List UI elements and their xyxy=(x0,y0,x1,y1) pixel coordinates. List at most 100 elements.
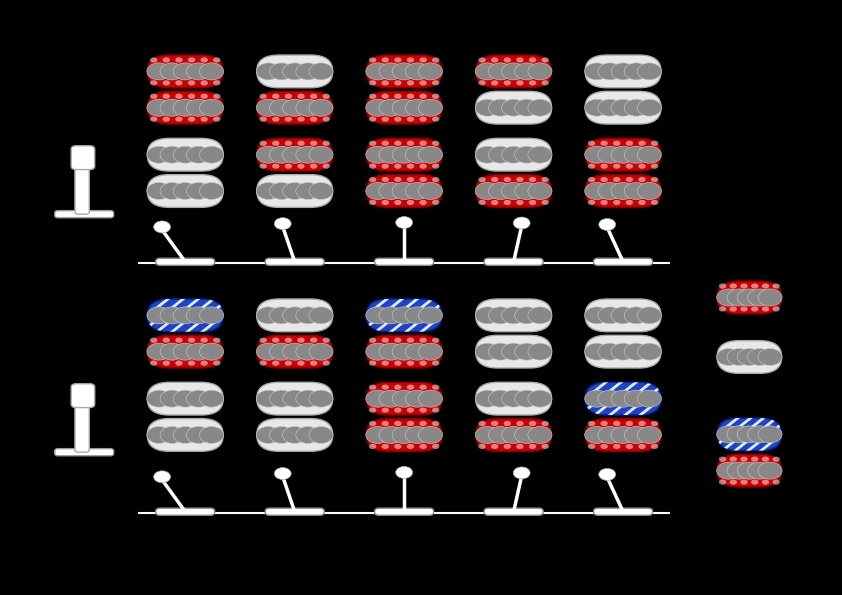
Circle shape xyxy=(285,349,292,354)
Circle shape xyxy=(613,164,621,169)
Circle shape xyxy=(504,433,511,437)
Circle shape xyxy=(598,343,622,360)
Circle shape xyxy=(269,183,294,199)
Circle shape xyxy=(626,433,633,437)
Circle shape xyxy=(613,189,621,193)
Circle shape xyxy=(432,164,440,169)
FancyBboxPatch shape xyxy=(484,508,543,515)
Circle shape xyxy=(381,152,389,157)
Circle shape xyxy=(611,343,635,360)
Circle shape xyxy=(432,152,440,157)
Circle shape xyxy=(160,390,184,407)
FancyBboxPatch shape xyxy=(366,175,442,208)
Circle shape xyxy=(365,343,390,360)
Circle shape xyxy=(624,307,648,324)
Circle shape xyxy=(638,189,646,193)
Circle shape xyxy=(310,140,317,146)
Circle shape xyxy=(365,427,390,443)
Circle shape xyxy=(150,80,157,86)
Circle shape xyxy=(762,295,770,300)
Circle shape xyxy=(541,189,549,193)
Circle shape xyxy=(638,177,646,182)
Circle shape xyxy=(738,462,761,479)
Circle shape xyxy=(419,57,427,62)
Circle shape xyxy=(491,189,498,193)
Circle shape xyxy=(598,63,622,80)
Circle shape xyxy=(528,307,552,324)
Circle shape xyxy=(405,183,429,199)
Circle shape xyxy=(186,343,210,360)
Circle shape xyxy=(200,183,224,199)
Circle shape xyxy=(285,164,292,169)
Circle shape xyxy=(296,427,320,443)
Circle shape xyxy=(153,471,170,483)
Circle shape xyxy=(309,63,333,80)
FancyBboxPatch shape xyxy=(257,299,333,332)
Circle shape xyxy=(188,337,195,343)
Circle shape xyxy=(598,390,622,407)
Circle shape xyxy=(584,99,609,116)
Circle shape xyxy=(541,444,549,449)
Circle shape xyxy=(188,80,195,86)
Circle shape xyxy=(392,307,416,324)
FancyBboxPatch shape xyxy=(717,455,781,487)
Circle shape xyxy=(394,421,402,426)
Circle shape xyxy=(529,200,536,205)
Circle shape xyxy=(717,426,741,443)
Circle shape xyxy=(213,337,221,343)
Circle shape xyxy=(514,183,539,199)
Circle shape xyxy=(200,361,208,366)
Circle shape xyxy=(528,183,552,199)
Circle shape xyxy=(392,427,416,443)
Circle shape xyxy=(475,146,499,163)
Circle shape xyxy=(407,140,414,146)
Circle shape xyxy=(432,117,440,122)
Circle shape xyxy=(598,99,622,116)
Circle shape xyxy=(407,80,414,86)
Circle shape xyxy=(502,427,525,443)
Circle shape xyxy=(637,99,662,116)
Circle shape xyxy=(296,390,320,407)
Circle shape xyxy=(516,69,524,74)
Circle shape xyxy=(588,140,595,146)
Circle shape xyxy=(478,200,486,205)
Circle shape xyxy=(638,433,646,437)
Circle shape xyxy=(407,384,414,390)
Circle shape xyxy=(624,146,648,163)
Circle shape xyxy=(613,421,621,426)
Circle shape xyxy=(488,63,513,80)
Circle shape xyxy=(269,427,294,443)
Circle shape xyxy=(613,433,621,437)
Circle shape xyxy=(638,200,646,205)
Circle shape xyxy=(598,146,622,163)
Circle shape xyxy=(365,146,390,163)
Circle shape xyxy=(394,177,402,182)
Circle shape xyxy=(418,307,443,324)
Circle shape xyxy=(488,390,513,407)
Circle shape xyxy=(297,337,305,343)
Circle shape xyxy=(188,57,195,62)
Circle shape xyxy=(283,307,306,324)
Circle shape xyxy=(153,221,170,233)
Circle shape xyxy=(419,200,427,205)
Circle shape xyxy=(407,337,414,343)
Circle shape xyxy=(407,57,414,62)
Circle shape xyxy=(394,69,402,74)
Circle shape xyxy=(738,426,761,443)
Circle shape xyxy=(369,433,376,437)
Circle shape xyxy=(285,93,292,99)
Circle shape xyxy=(516,57,524,62)
Circle shape xyxy=(369,69,376,74)
Circle shape xyxy=(432,337,440,343)
Circle shape xyxy=(186,183,210,199)
Circle shape xyxy=(418,343,443,360)
Circle shape xyxy=(502,63,525,80)
Circle shape xyxy=(381,80,389,86)
Circle shape xyxy=(751,480,759,485)
Circle shape xyxy=(514,307,539,324)
Circle shape xyxy=(285,152,292,157)
FancyBboxPatch shape xyxy=(71,384,94,408)
Circle shape xyxy=(200,105,208,110)
Circle shape xyxy=(432,93,440,99)
Circle shape xyxy=(369,361,376,366)
